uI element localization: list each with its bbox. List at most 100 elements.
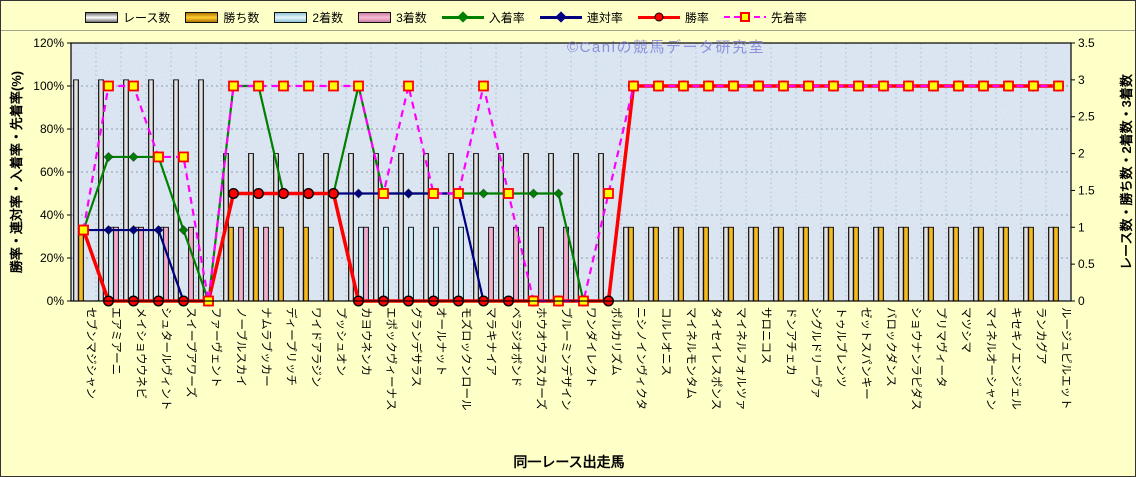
bar-勝ち数 [903,226,909,302]
bar-勝ち数 [228,226,234,302]
bar-レース数 [873,226,879,302]
marker-入着率 [478,188,489,199]
legend-label: 先着率 [770,10,807,25]
bar-2着数 [433,226,439,302]
marker-先着率 [228,80,239,92]
marker-勝率 [227,187,239,199]
bar-レース数 [373,153,379,302]
bar-レース数 [73,79,79,302]
bar-レース数 [398,153,404,302]
marker-先着率 [428,188,439,199]
bar-レース数 [723,226,729,302]
bar-レース数 [1048,226,1054,302]
bar-3着数 [363,226,369,302]
bar-勝ち数 [628,226,634,302]
bar-勝ち数 [328,226,334,302]
x-axis-label: ディープリッチ [285,307,299,386]
left-axis-tick: 40% [40,208,64,222]
bar-勝ち数 [253,226,259,302]
marker-先着率 [1003,80,1014,92]
bar-3着数 [563,226,569,302]
x-axis-label: コルレオニス [660,307,673,376]
marker-先着率 [628,80,639,92]
x-axis-label: プリマヴィータ [935,307,949,388]
legend-label: 勝率 [684,10,709,25]
marker-先着率 [653,80,664,92]
marker-先着率 [128,80,139,92]
marker-先着率 [1028,80,1039,92]
marker-先着率 [378,188,389,199]
left-axis-tick: 60% [40,165,64,179]
left-axis-tick: 120% [33,36,64,50]
left-axis-tick: 20% [40,251,64,265]
marker-入着率 [128,151,139,163]
bar-レース数 [498,153,504,302]
bar-2着数 [408,226,414,302]
legend-label: 勝ち数 [223,10,260,25]
legend-swatch-bar [274,11,308,23]
marker-先着率 [878,80,889,92]
bar-3着数 [188,226,194,302]
bar-勝ち数 [1028,226,1034,302]
bar-2着数 [458,226,464,302]
x-axis-label: スイープアワーズ [185,307,199,398]
marker-勝率 [278,187,290,199]
bar-レース数 [148,79,154,302]
left-axis-title: 勝率・連対率・入着率・先着率(%) [9,70,24,274]
right-axis-tick: 2 [1078,147,1085,161]
bar-レース数 [98,79,104,302]
x-axis-label: オールナット [435,307,448,376]
marker-先着率 [853,80,864,92]
bar-3着数 [513,226,519,302]
bar-レース数 [648,226,654,302]
bar-レース数 [448,153,454,302]
x-axis-label: ナムラブッカー [260,307,274,387]
right-axis-tick: 1 [1078,220,1085,234]
legend-swatch-line [441,11,484,24]
marker-先着率 [328,80,339,92]
marker-連対率 [353,188,364,199]
bar-勝ち数 [1053,226,1059,302]
x-axis-label: ショウナンラピダス [910,307,924,411]
x-axis-label: ポルカリズム [610,307,624,376]
x-axis-label: ルージュピルエット [1060,307,1073,409]
right-axis-tick: 2.5 [1078,110,1095,124]
legend-label: 連対率 [586,10,623,25]
bar-勝ち数 [928,226,934,302]
marker-先着率 [78,224,89,236]
marker-先着率 [803,80,814,92]
legend-item-勝率: 勝率 [637,9,709,26]
marker-先着率 [478,80,489,92]
bar-レース数 [248,153,254,302]
bar-勝ち数 [853,226,859,302]
x-axis-label: ランカグア [1035,307,1049,365]
bar-2着数 [358,226,364,302]
legend-swatch-line [539,11,582,24]
legend-item-先着率: 先着率 [723,9,807,26]
legend-item-連対率: 連対率 [539,9,623,26]
bar-勝ち数 [978,226,984,302]
marker-先着率 [778,80,789,92]
right-axis-tick: 3 [1078,73,1085,87]
left-axis-tick: 100% [33,79,64,93]
x-axis-label: ファーヴェント [210,307,224,388]
bar-レース数 [823,226,829,302]
chart-legend: レース数 勝ち数 2着数 3着数 入着率 連対率 勝率 先着率 [85,7,807,27]
x-axis-label: メイショウウネビ [135,307,148,399]
marker-連対率 [403,188,414,199]
marker-勝率 [252,187,264,199]
bar-2着数 [133,226,139,302]
bar-2着数 [108,226,114,302]
bar-レース数 [173,79,179,302]
bar-レース数 [848,226,854,302]
right-axis-tick: 1.5 [1078,183,1095,197]
legend-item-2着数: 2着数 [274,9,343,26]
marker-先着率 [928,80,939,92]
marker-先着率 [703,80,714,92]
bar-勝ち数 [803,226,809,302]
legend-swatch-line [637,11,680,24]
bar-勝ち数 [878,226,884,302]
x-axis-label: ドンアチェカ [785,307,798,376]
x-axis-label: エアミアーニ [110,307,122,375]
